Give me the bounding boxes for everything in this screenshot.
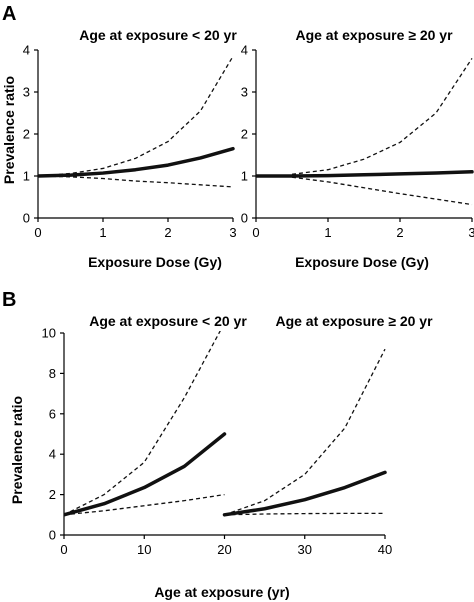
y-tick-label: 3	[23, 85, 30, 100]
series-lower-ci-line	[291, 176, 473, 206]
x-tick-label: 10	[137, 542, 151, 557]
panel-a-right-plot: 0 1 2 3 4 0 1 2 3	[241, 43, 474, 241]
series-lower-ci-line	[224, 512, 385, 516]
series-estimate-line	[38, 146, 235, 178]
x-tick-label: 1	[324, 225, 331, 240]
y-tick-label: 2	[241, 127, 248, 142]
x-tick-label: 2	[164, 225, 171, 240]
y-tick-label: 1	[23, 169, 30, 184]
series-lower-ci-line	[64, 493, 225, 516]
series-estimate-line	[222, 470, 387, 517]
y-tick-label: 0	[23, 211, 30, 226]
y-tick-label: 0	[241, 211, 248, 226]
panel-a-right-title: Age at exposure ≥ 20 yr	[295, 27, 453, 43]
x-tick-label: 3	[468, 225, 474, 240]
x-tick-label: 0	[60, 542, 67, 557]
x-tick-label: 1	[99, 225, 106, 240]
panel-b-ylabel: Prevalence ratio	[9, 396, 25, 504]
panel-a-left-xlabel: Exposure Dose (Gy)	[88, 254, 222, 270]
y-tick-label: 1	[241, 169, 248, 184]
panel-b-left-title: Age at exposure < 20 yr	[89, 313, 247, 329]
x-tick-label: 3	[229, 225, 236, 240]
y-tick-label: 8	[49, 366, 56, 381]
series-upper-ci-line	[291, 58, 473, 175]
panel-a-right-xlabel: Exposure Dose (Gy)	[295, 254, 429, 270]
y-tick-label: 0	[49, 528, 56, 543]
y-tick-label: 10	[42, 326, 56, 341]
x-tick-label: 30	[298, 542, 312, 557]
y-tick-label: 4	[49, 447, 56, 462]
panel-b-xlabel: Age at exposure (yr)	[154, 584, 289, 600]
y-tick-label: 2	[49, 487, 56, 502]
x-tick-label: 0	[34, 225, 41, 240]
series-lower-ci-line	[38, 175, 234, 188]
x-tick-label: 0	[252, 225, 259, 240]
y-tick-label: 4	[241, 43, 248, 58]
x-tick-label: 2	[396, 225, 403, 240]
x-tick-label: 40	[378, 542, 392, 557]
panel-a-left-title: Age at exposure < 20 yr	[79, 27, 237, 43]
y-tick-label: 2	[23, 127, 30, 142]
y-tick-label: 4	[23, 43, 30, 58]
panel-a-label: A	[2, 3, 16, 25]
x-tick-label: 20	[217, 542, 231, 557]
series-upper-ci-line	[224, 348, 386, 516]
series-estimate-line	[256, 170, 474, 178]
series-estimate-line	[64, 432, 227, 517]
panel-b-plot: 0 2 4 6 8 10 0 10 20 30 40	[42, 326, 393, 558]
series-upper-ci-line	[64, 331, 221, 516]
panel-a-left-plot: 0 1 2 3 4 0 1 2 3	[23, 43, 237, 241]
panel-a-ylabel: Prevalence ratio	[1, 76, 17, 184]
y-tick-label: 3	[241, 85, 248, 100]
series-upper-ci-line	[38, 55, 234, 177]
y-tick-label: 6	[49, 406, 56, 421]
panel-b-label: B	[2, 289, 16, 311]
panel-b-right-title: Age at exposure ≥ 20 yr	[275, 313, 433, 329]
